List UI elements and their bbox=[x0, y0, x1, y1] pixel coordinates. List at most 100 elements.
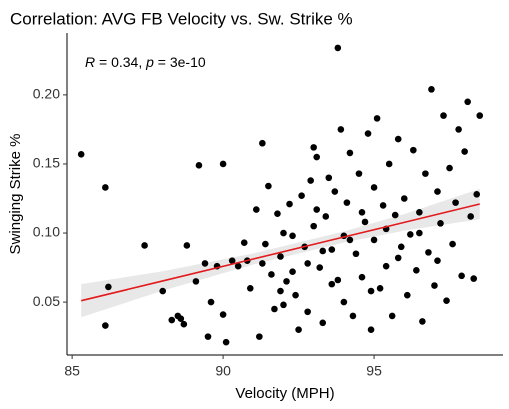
point bbox=[105, 283, 112, 291]
x-tick-label: 90 bbox=[215, 363, 231, 379]
point bbox=[265, 182, 272, 190]
point bbox=[102, 322, 109, 329]
point bbox=[358, 273, 366, 281]
point bbox=[253, 206, 260, 213]
x-tick-label: 95 bbox=[366, 363, 382, 379]
point bbox=[428, 86, 435, 93]
chart-title: Correlation: AVG FB Velocity vs. Sw. Str… bbox=[10, 9, 353, 28]
point bbox=[394, 254, 402, 262]
point bbox=[219, 160, 227, 168]
point bbox=[192, 278, 200, 285]
point bbox=[367, 287, 375, 295]
point bbox=[410, 146, 417, 154]
point bbox=[307, 177, 314, 184]
point bbox=[476, 112, 484, 119]
point bbox=[222, 338, 230, 346]
point bbox=[180, 320, 188, 328]
point bbox=[313, 206, 321, 213]
point bbox=[376, 284, 384, 292]
point bbox=[473, 191, 481, 198]
point bbox=[443, 297, 450, 305]
point bbox=[346, 236, 354, 244]
point bbox=[416, 209, 423, 216]
annotation-part: R bbox=[85, 54, 95, 70]
annotation-part: p bbox=[145, 54, 154, 70]
y-tick-label: 0.20 bbox=[33, 86, 60, 102]
point bbox=[422, 170, 429, 177]
point bbox=[403, 291, 411, 299]
point bbox=[440, 112, 447, 119]
point bbox=[334, 276, 342, 284]
point bbox=[370, 184, 378, 191]
point bbox=[455, 126, 462, 133]
point bbox=[367, 326, 375, 334]
point bbox=[77, 150, 85, 158]
point bbox=[340, 298, 348, 306]
point bbox=[183, 242, 191, 249]
point bbox=[259, 260, 266, 267]
point bbox=[219, 311, 227, 318]
y-tick-label: 0.05 bbox=[33, 293, 60, 309]
point bbox=[262, 240, 269, 248]
point bbox=[413, 267, 420, 274]
point bbox=[271, 305, 278, 313]
y-tick-label: 0.15 bbox=[33, 155, 60, 171]
y-tick-label: 0.10 bbox=[33, 224, 60, 240]
point bbox=[337, 126, 345, 133]
point bbox=[280, 229, 287, 237]
point bbox=[391, 211, 399, 219]
point bbox=[470, 275, 478, 282]
annotation-part: = 3e-10 bbox=[154, 54, 206, 70]
point bbox=[168, 316, 176, 324]
x-tick-label: 85 bbox=[64, 363, 80, 379]
point bbox=[304, 260, 311, 267]
point bbox=[256, 333, 263, 340]
point bbox=[346, 149, 354, 157]
point bbox=[195, 162, 203, 169]
point bbox=[370, 236, 378, 244]
point bbox=[464, 98, 471, 106]
point bbox=[228, 257, 236, 264]
y-axis-title: Swinging Strike % bbox=[7, 134, 24, 255]
point bbox=[434, 188, 441, 195]
point bbox=[355, 170, 363, 177]
point bbox=[400, 195, 408, 202]
point bbox=[141, 242, 148, 249]
point bbox=[385, 160, 393, 168]
point bbox=[419, 318, 426, 325]
point bbox=[328, 280, 336, 288]
point bbox=[234, 262, 242, 270]
point bbox=[304, 308, 311, 316]
point bbox=[352, 250, 360, 258]
point bbox=[407, 231, 414, 238]
point bbox=[361, 218, 369, 226]
point bbox=[292, 291, 299, 299]
point bbox=[388, 312, 396, 320]
point bbox=[382, 262, 390, 270]
point bbox=[364, 130, 372, 137]
point bbox=[298, 192, 305, 200]
point bbox=[328, 246, 336, 253]
point bbox=[319, 247, 327, 255]
point bbox=[425, 249, 432, 256]
point bbox=[277, 253, 284, 260]
point bbox=[274, 210, 281, 217]
point bbox=[246, 284, 254, 292]
point bbox=[277, 287, 284, 295]
point bbox=[394, 135, 402, 143]
point bbox=[201, 260, 209, 267]
point bbox=[289, 232, 296, 240]
point bbox=[313, 153, 321, 161]
point bbox=[283, 278, 290, 285]
point bbox=[268, 271, 275, 278]
point bbox=[240, 239, 248, 246]
x-axis-title: Velocity (MPH) bbox=[235, 385, 334, 402]
point bbox=[325, 174, 333, 182]
point bbox=[310, 144, 317, 151]
point bbox=[467, 213, 474, 220]
point bbox=[322, 213, 330, 220]
point bbox=[458, 272, 465, 280]
point bbox=[358, 209, 366, 216]
point bbox=[310, 222, 317, 230]
